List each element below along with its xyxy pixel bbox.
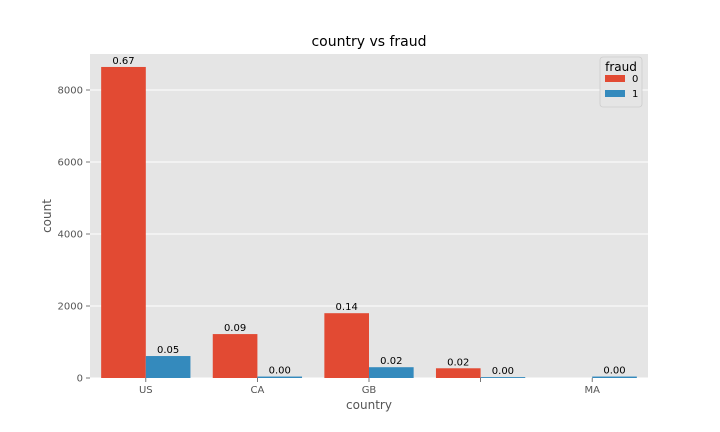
bars	[101, 66, 637, 379]
y-tick-label: 6000	[58, 158, 83, 169]
bar-data-label: 0.00	[492, 366, 514, 377]
legend-swatch	[605, 75, 625, 82]
legend-label: 0	[632, 74, 638, 85]
bar-series-1-blank	[480, 377, 526, 378]
legend-label: 1	[632, 89, 638, 100]
bar-data-label: 0.00	[603, 366, 625, 377]
bar-data-label: 0.09	[224, 323, 246, 334]
y-axis-label: count	[40, 199, 54, 233]
bar-data-label: 0.00	[269, 366, 291, 377]
bar-series-1-CA	[257, 376, 303, 378]
x-tick-label: GB	[362, 385, 377, 396]
data-labels: 0.67 0.05 0.09 0.00 0.14 0.02 0.02 0.00 0.00	[112, 56, 625, 377]
bar-data-label: 0.02	[380, 356, 402, 367]
bar-data-label: 0.14	[336, 302, 358, 313]
bar-series-0-US	[101, 66, 146, 379]
x-tick-label: MA	[584, 385, 600, 396]
bar-series-0-blank	[435, 368, 481, 378]
bar-series-0-CA	[212, 334, 258, 378]
legend-items: 01	[605, 74, 638, 100]
y-tick-label: 4000	[58, 230, 83, 241]
y-tick-label: 8000	[58, 86, 83, 97]
x-axis-label: country	[346, 398, 392, 412]
bar-data-label: 0.67	[112, 56, 134, 67]
legend-swatch	[605, 90, 625, 97]
y-tick-label: 2000	[58, 302, 83, 313]
x-tick-label: US	[139, 385, 153, 396]
bar-series-1-US	[145, 356, 191, 378]
legend: fraud 01	[599, 56, 643, 108]
x-tick-label: CA	[250, 385, 264, 396]
bar-data-label: 0.02	[447, 357, 469, 368]
bar-data-label: 0.05	[157, 345, 179, 356]
bar-series-0-GB	[324, 313, 369, 378]
legend-title: fraud	[605, 60, 637, 74]
axes: 0 2000 4000 6000 8000 US CA GB MA	[58, 86, 601, 397]
y-tick-label: 0	[77, 374, 83, 385]
bar-series-1-GB	[369, 367, 414, 378]
bar-series-1-MA	[592, 376, 637, 378]
chart-title: country vs fraud	[311, 34, 426, 50]
